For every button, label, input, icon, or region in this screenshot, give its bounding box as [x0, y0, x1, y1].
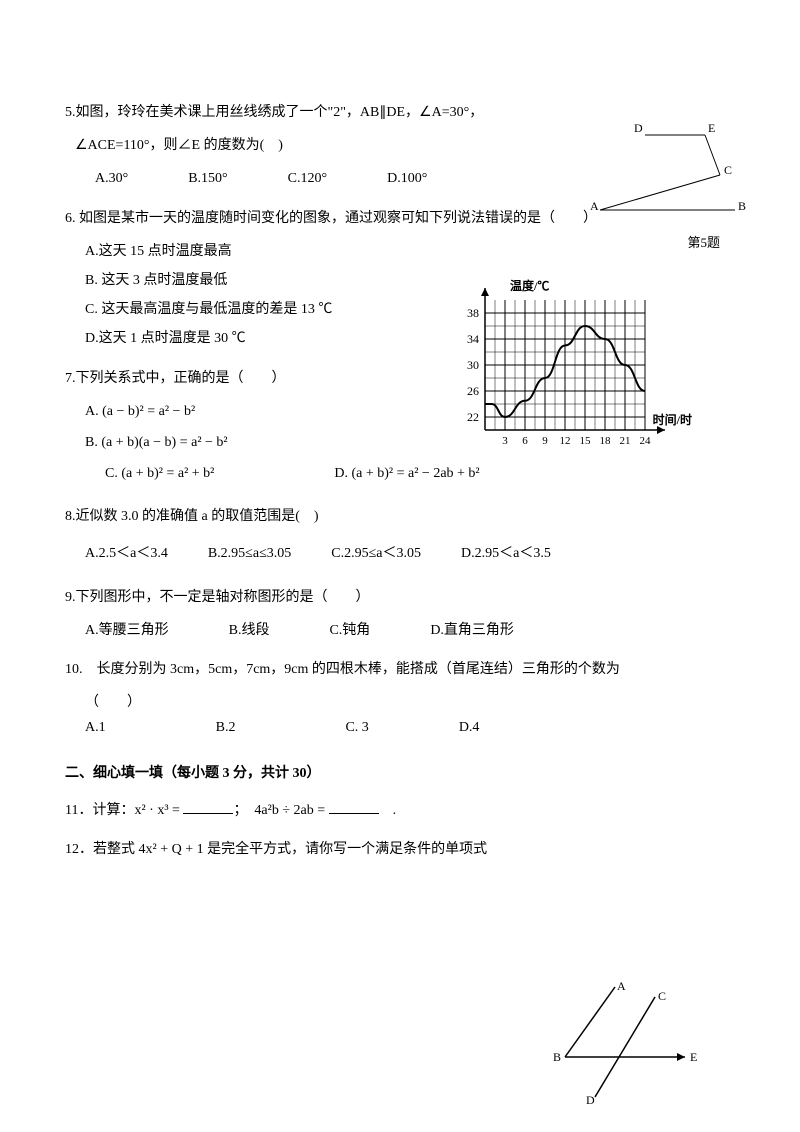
- svg-text:12: 12: [560, 435, 571, 447]
- q9-opt-c: C.钝角: [329, 618, 370, 643]
- q11-text-a: 11．计算：x² · x³ =: [65, 803, 183, 818]
- q9-opt-d: D.直角三角形: [430, 618, 514, 643]
- fig5-label-d: D: [634, 118, 643, 140]
- fig5-label-e: E: [708, 118, 715, 140]
- q8-text: 8.近似数 3.0 的准确值 a 的取值范围是( ): [65, 504, 735, 529]
- fig5-label-b: B: [738, 196, 746, 218]
- question-12: 12．若整式 4x² + Q + 1 是完全平方式，请你写一个满足条件的单项式: [65, 837, 735, 862]
- chart-y-label: 温度/℃: [510, 276, 549, 298]
- figure-q12: A C B E D: [550, 982, 710, 1102]
- svg-text:9: 9: [542, 435, 548, 447]
- q10-opt-d: D.4: [459, 715, 480, 740]
- q11-text-c: .: [379, 803, 397, 818]
- q5-opt-d: D.100°: [387, 166, 427, 191]
- q8-opt-a: A.2.5＜a＜3.4: [85, 541, 168, 566]
- q10-opt-b: B.2: [216, 715, 236, 740]
- question-9: 9.下列图形中，不一定是轴对称图形的是（ ） A.等腰三角形 B.线段 C.钝角…: [65, 585, 735, 643]
- svg-text:34: 34: [467, 332, 479, 346]
- q9-opt-b: B.线段: [229, 618, 270, 643]
- q5-opt-b: B.150°: [188, 166, 227, 191]
- section-2-title: 二、细心填一填（每小题 3 分，共计 30）: [65, 761, 735, 786]
- q12-text: 12．若整式 4x² + Q + 1 是完全平方式，请你写一个满足条件的单项式: [65, 842, 487, 857]
- fig12-label-d: D: [586, 1090, 595, 1112]
- fig5-label-c: C: [724, 160, 732, 182]
- q11-text-b: ； 4a²b ÷ 2ab =: [233, 803, 328, 818]
- svg-text:3: 3: [502, 435, 508, 447]
- q8-opt-d: D.2.95＜a＜3.5: [461, 541, 551, 566]
- question-10: 10. 长度分别为 3cm，5cm，7cm，9cm 的四根木棒，能搭成（首尾连结…: [65, 657, 735, 741]
- q10-opt-c: C. 3: [345, 715, 368, 740]
- chart-x-label: 时间/时: [653, 410, 692, 432]
- q5-opt-c: C.120°: [288, 166, 327, 191]
- svg-text:21: 21: [620, 435, 631, 447]
- svg-text:18: 18: [600, 435, 612, 447]
- fig12-label-c: C: [658, 986, 666, 1008]
- q9-text: 9.下列图形中，不一定是轴对称图形的是（ ）: [65, 585, 735, 610]
- q7-opt-c: C. (a + b)² = a² + b²: [105, 461, 214, 486]
- q11-blank-1: [183, 800, 233, 814]
- svg-text:15: 15: [580, 435, 592, 447]
- fig12-label-e: E: [690, 1047, 697, 1069]
- svg-text:22: 22: [467, 410, 479, 424]
- q8-opt-b: B.2.95≤a≤3.05: [208, 541, 291, 566]
- svg-text:6: 6: [522, 435, 528, 447]
- figure-q5: D E C A B 第5题: [590, 120, 750, 250]
- question-8: 8.近似数 3.0 的准确值 a 的取值范围是( ) A.2.5＜a＜3.4 B…: [65, 504, 735, 566]
- q11-blank-2: [329, 800, 379, 814]
- svg-text:26: 26: [467, 384, 479, 398]
- q8-opt-c: C.2.95≤a＜3.05: [331, 541, 421, 566]
- svg-text:24: 24: [640, 435, 652, 447]
- svg-text:30: 30: [467, 358, 479, 372]
- chart-q6: 温度/℃ 时间/时 22263034383691215182124: [440, 280, 680, 460]
- fig12-label-b: B: [553, 1047, 561, 1069]
- q10-text2: （ ）: [65, 690, 735, 715]
- question-11: 11．计算：x² · x³ = ； 4a²b ÷ 2ab = .: [65, 798, 735, 823]
- fig5-label-a: A: [590, 196, 599, 218]
- q5-opt-a: A.30°: [95, 166, 128, 191]
- q10-text: 10. 长度分别为 3cm，5cm，7cm，9cm 的四根木棒，能搭成（首尾连结…: [65, 657, 735, 682]
- fig12-label-a: A: [617, 976, 626, 998]
- fig5-caption: 第5题: [687, 231, 720, 254]
- q10-opt-a: A.1: [85, 715, 106, 740]
- q7-opt-d: D. (a + b)² = a² − 2ab + b²: [334, 461, 479, 486]
- q9-opt-a: A.等腰三角形: [85, 618, 169, 643]
- svg-text:38: 38: [467, 306, 479, 320]
